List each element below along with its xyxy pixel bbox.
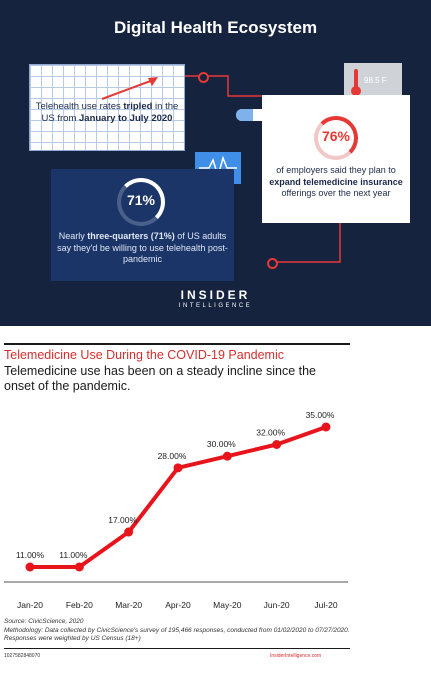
data-label: 32.00% bbox=[256, 428, 285, 438]
chart-footer: Source: CivicScience, 2020 Methodology: … bbox=[4, 618, 350, 644]
methodology-note: Methodology: Data collected by CivicScie… bbox=[4, 626, 350, 643]
source-note: Source: CivicScience, 2020 bbox=[4, 618, 84, 625]
x-tick-label: Jun-20 bbox=[264, 600, 290, 610]
x-tick-label: May-20 bbox=[213, 600, 242, 610]
data-point bbox=[173, 463, 183, 473]
data-label: 11.00% bbox=[16, 550, 45, 560]
series-line bbox=[30, 425, 327, 569]
footer-rule bbox=[4, 648, 350, 649]
x-tick-label: Jul-20 bbox=[314, 600, 337, 610]
data-label: 11.00% bbox=[59, 550, 88, 560]
connector-dot bbox=[267, 258, 278, 269]
percent-ring-76 bbox=[314, 116, 358, 160]
infographic-panel: Digital Health Ecosystem Telehealth use … bbox=[0, 0, 431, 326]
adults-card-text: Nearly three-quarters (71%) of US adults… bbox=[57, 231, 228, 264]
chart-id: 1027582848070 bbox=[4, 653, 41, 659]
data-label: 30.00% bbox=[207, 439, 236, 449]
data-label: 28.00% bbox=[158, 451, 187, 461]
x-tick-label: Apr-20 bbox=[165, 600, 191, 610]
site-link[interactable]: InsiderIntelligence.com bbox=[270, 653, 322, 659]
line-chart: 11.00% Jan-20 11.00% Feb-20 17.00% Mar-20 28.0… bbox=[4, 410, 348, 610]
data-point bbox=[321, 422, 331, 432]
data-point bbox=[124, 527, 134, 537]
data-point bbox=[74, 562, 84, 572]
x-tick-label: Feb-20 bbox=[66, 600, 93, 610]
chart-title: Telemedicine Use During the COVID-19 Pan… bbox=[4, 348, 284, 362]
trend-arrow-icon bbox=[101, 77, 158, 100]
x-tick-label: Jan-20 bbox=[17, 600, 43, 610]
percent-ring-71 bbox=[117, 178, 165, 226]
chart-subtitle: Telemedicine use has been on a steady in… bbox=[4, 364, 317, 393]
thermometer-reading: 98.5 F bbox=[364, 76, 387, 85]
data-point bbox=[272, 440, 282, 449]
brand-logo: INSIDER INTELLIGENCE bbox=[0, 288, 431, 309]
x-tick-label: Mar-20 bbox=[115, 600, 142, 610]
pill-icon bbox=[236, 109, 270, 121]
data-label: 17.00% bbox=[108, 515, 137, 525]
brand-line-1: INSIDER bbox=[180, 288, 251, 302]
infographic-title: Digital Health Ecosystem bbox=[113, 18, 318, 37]
data-point bbox=[222, 451, 232, 461]
chart-top-rule bbox=[4, 343, 350, 345]
telehealth-card-text: Telehealth use rates tripled in the US f… bbox=[35, 101, 179, 124]
percent-76-label: 76% bbox=[321, 128, 351, 144]
telehealth-card: Telehealth use rates tripled in the US f… bbox=[29, 64, 185, 151]
connector-dot bbox=[198, 72, 209, 83]
employers-card-text: of employers said they plan to expand te… bbox=[269, 165, 403, 198]
data-point bbox=[25, 562, 35, 572]
data-label: 35.00% bbox=[306, 410, 335, 420]
brand-line-2: INTELLIGENCE bbox=[178, 303, 253, 309]
percent-71-label: 71% bbox=[126, 192, 156, 208]
